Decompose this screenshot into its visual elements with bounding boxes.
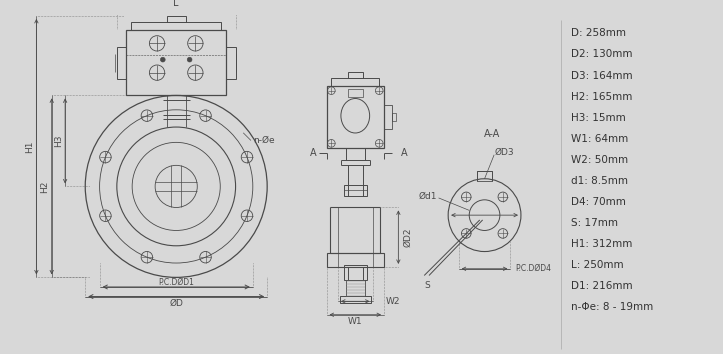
Text: A: A <box>310 148 317 158</box>
Text: D: 258mm: D: 258mm <box>570 28 625 39</box>
Text: W1: 64mm: W1: 64mm <box>570 134 628 144</box>
Bar <box>166 177 186 196</box>
Text: H2: 165mm: H2: 165mm <box>570 92 632 102</box>
Text: D1: 216mm: D1: 216mm <box>570 281 633 291</box>
Bar <box>340 296 371 303</box>
Bar <box>166 16 186 22</box>
Text: Ød1: Ød1 <box>418 192 437 200</box>
Bar <box>348 90 363 97</box>
Text: L: L <box>174 0 179 7</box>
Text: H1: H1 <box>25 141 34 153</box>
Bar <box>346 280 365 296</box>
Text: d1: 8.5mm: d1: 8.5mm <box>570 176 628 186</box>
Bar <box>384 105 392 129</box>
Text: D2: 130mm: D2: 130mm <box>570 50 632 59</box>
Text: W2: W2 <box>386 297 401 306</box>
Text: P.C.DØD1: P.C.DØD1 <box>158 278 194 287</box>
Circle shape <box>161 57 165 62</box>
Text: A: A <box>401 148 408 158</box>
Text: D4: 70mm: D4: 70mm <box>570 197 625 207</box>
Bar <box>392 113 396 121</box>
Text: ØD3: ØD3 <box>494 148 514 156</box>
Text: S: S <box>424 281 430 290</box>
Bar <box>343 265 367 280</box>
Circle shape <box>100 110 253 263</box>
Text: H1: 312mm: H1: 312mm <box>570 239 632 249</box>
Text: H2: H2 <box>40 180 49 193</box>
Bar <box>117 47 127 79</box>
Bar <box>155 180 197 193</box>
Bar <box>331 78 380 86</box>
Bar <box>169 165 183 207</box>
Bar <box>327 253 384 267</box>
Text: W2: 50mm: W2: 50mm <box>570 155 628 165</box>
Text: n-Øe: n-Øe <box>253 136 275 145</box>
Text: H3: H3 <box>54 135 63 147</box>
Bar <box>343 184 367 196</box>
Text: P.C.DØD4: P.C.DØD4 <box>515 264 551 273</box>
Bar <box>327 86 384 148</box>
Text: ØD2: ØD2 <box>403 227 412 247</box>
Text: ØD: ØD <box>169 299 183 308</box>
Text: A-A: A-A <box>484 129 500 139</box>
Text: H3: 15mm: H3: 15mm <box>570 113 625 123</box>
Bar <box>131 22 221 30</box>
Text: L: 250mm: L: 250mm <box>570 260 623 270</box>
Text: n-Φe: 8 - 19mm: n-Φe: 8 - 19mm <box>570 302 653 312</box>
Bar <box>348 73 363 78</box>
Text: D3: 164mm: D3: 164mm <box>570 70 633 81</box>
Circle shape <box>187 57 192 62</box>
Bar <box>226 47 236 79</box>
Bar <box>127 30 226 96</box>
Ellipse shape <box>168 182 184 191</box>
Text: S: 17mm: S: 17mm <box>570 218 617 228</box>
Bar <box>477 171 492 181</box>
Text: W1: W1 <box>348 317 363 326</box>
